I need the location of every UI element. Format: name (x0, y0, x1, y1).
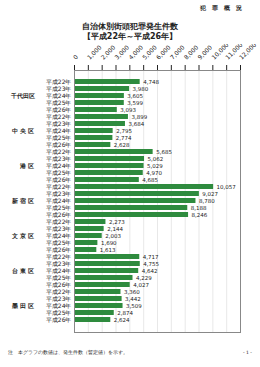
svg-text:台 東 区: 台 東 区 (12, 267, 34, 274)
svg-text:3,605: 3,605 (127, 93, 143, 99)
svg-text:平成26年: 平成26年 (46, 106, 72, 113)
svg-text:平成26年: 平成26年 (46, 246, 72, 253)
svg-text:2,795: 2,795 (116, 128, 132, 134)
svg-text:平成22年: 平成22年 (46, 288, 72, 295)
svg-text:平成23年: 平成23年 (46, 225, 72, 232)
svg-text:平成24年: 平成24年 (46, 267, 72, 274)
html-text:注 本グラフの数値は、発生件数（暫定値）を示す。: 注 本グラフの数値は、発生件数（暫定値）を示す。 (8, 350, 128, 355)
html-text:犯 罪 概 況: 犯 罪 概 況 (199, 4, 244, 11)
svg-text:中 央 区: 中 央 区 (12, 127, 34, 134)
svg-text:2,003: 2,003 (105, 233, 121, 239)
svg-text:平成22年: 平成22年 (46, 253, 72, 260)
svg-text:3,980: 3,980 (133, 86, 149, 92)
svg-text:3,093: 3,093 (120, 107, 136, 113)
svg-text:5,685: 5,685 (156, 149, 172, 155)
svg-text:3,000: 3,000 (113, 44, 130, 61)
svg-text:2,774: 2,774 (116, 135, 132, 141)
svg-text:平成24年: 平成24年 (46, 92, 72, 99)
svg-text:2,874: 2,874 (117, 310, 133, 316)
svg-text:8,188: 8,188 (191, 205, 207, 211)
html-text:自治体別街頭犯罪発生件数: 自治体別街頭犯罪発生件数 (82, 22, 178, 31)
svg-text:平成23年: 平成23年 (46, 190, 72, 197)
svg-text:1,613: 1,613 (100, 247, 116, 253)
svg-text:平成25年: 平成25年 (46, 309, 72, 316)
svg-text:4,970: 4,970 (146, 170, 162, 176)
svg-text:3,684: 3,684 (128, 121, 144, 127)
svg-text:4,027: 4,027 (133, 282, 149, 288)
svg-text:5,000: 5,000 (141, 44, 158, 61)
svg-text:3,509: 3,509 (126, 303, 142, 309)
svg-text:2,000: 2,000 (99, 44, 116, 61)
svg-text:平成25年: 平成25年 (46, 204, 72, 211)
svg-text:2,624: 2,624 (114, 317, 130, 323)
svg-text:7,000: 7,000 (168, 44, 185, 61)
html-text:【平成22年～平成26年】: 【平成22年～平成26年】 (82, 32, 178, 41)
svg-text:3,599: 3,599 (127, 100, 143, 106)
svg-text:3,442: 3,442 (125, 296, 141, 302)
svg-text:平成23年: 平成23年 (46, 260, 72, 267)
svg-text:4,748: 4,748 (143, 79, 159, 85)
svg-text:平成26年: 平成26年 (46, 211, 72, 218)
svg-text:5,029: 5,029 (147, 163, 163, 169)
svg-text:1,000: 1,000 (85, 44, 102, 61)
svg-text:平成26年: 平成26年 (46, 281, 72, 288)
svg-text:平成24年: 平成24年 (46, 302, 72, 309)
svg-text:墨 田 区: 墨 田 区 (11, 302, 34, 309)
svg-text:8,000: 8,000 (182, 44, 199, 61)
svg-text:平成22年: 平成22年 (46, 113, 72, 120)
svg-text:平成24年: 平成24年 (46, 162, 72, 169)
svg-text:3,899: 3,899 (131, 114, 147, 120)
svg-text:12,000: 12,000 (238, 44, 258, 61)
svg-text:平成25年: 平成25年 (46, 239, 72, 246)
svg-text:4,229: 4,229 (136, 275, 152, 281)
svg-text:平成23年: 平成23年 (46, 120, 72, 127)
svg-text:1,690: 1,690 (101, 240, 117, 246)
svg-text:平成25年: 平成25年 (46, 134, 72, 141)
svg-text:10,057: 10,057 (217, 184, 237, 190)
svg-text:平成24年: 平成24年 (46, 232, 72, 239)
svg-text:平成26年: 平成26年 (46, 316, 72, 323)
svg-text:3,360: 3,360 (124, 289, 140, 295)
svg-text:平成23年: 平成23年 (46, 155, 72, 162)
svg-text:9,027: 9,027 (202, 191, 218, 197)
svg-text:6,000: 6,000 (155, 44, 172, 61)
svg-text:2,273: 2,273 (109, 219, 125, 225)
svg-text:平成22年: 平成22年 (46, 183, 72, 190)
svg-text:平成22年: 平成22年 (46, 218, 72, 225)
svg-text:平成25年: 平成25年 (46, 99, 72, 106)
svg-text:4,717: 4,717 (143, 254, 159, 260)
svg-text:平成25年: 平成25年 (46, 274, 72, 281)
svg-text:平成22年: 平成22年 (46, 78, 72, 85)
svg-text:4,685: 4,685 (142, 177, 158, 183)
svg-text:8,780: 8,780 (199, 198, 215, 204)
svg-text:文 京 区: 文 京 区 (11, 232, 34, 239)
svg-text:千代田区: 千代田区 (10, 92, 35, 99)
svg-text:9,000: 9,000 (196, 44, 213, 61)
svg-text:平成24年: 平成24年 (46, 197, 72, 204)
svg-text:平成23年: 平成23年 (46, 85, 72, 92)
svg-text:2,628: 2,628 (114, 142, 130, 148)
svg-text:平成26年: 平成26年 (46, 176, 72, 183)
svg-text:港 区: 港 区 (19, 162, 34, 169)
svg-text:5,062: 5,062 (148, 156, 164, 162)
svg-text:0: 0 (72, 53, 80, 61)
html-text:- 1 -: - 1 - (243, 350, 252, 355)
svg-text:4,755: 4,755 (143, 261, 159, 267)
svg-text:平成24年: 平成24年 (46, 127, 72, 134)
svg-text:4,000: 4,000 (127, 44, 144, 61)
svg-text:新 宿 区: 新 宿 区 (11, 197, 34, 204)
svg-text:平成22年: 平成22年 (46, 148, 72, 155)
svg-text:4,642: 4,642 (142, 268, 158, 274)
svg-text:2,144: 2,144 (107, 226, 123, 232)
svg-text:平成26年: 平成26年 (46, 141, 72, 148)
svg-text:平成25年: 平成25年 (46, 169, 72, 176)
svg-text:平成23年: 平成23年 (46, 295, 72, 302)
svg-text:8,246: 8,246 (192, 212, 208, 218)
